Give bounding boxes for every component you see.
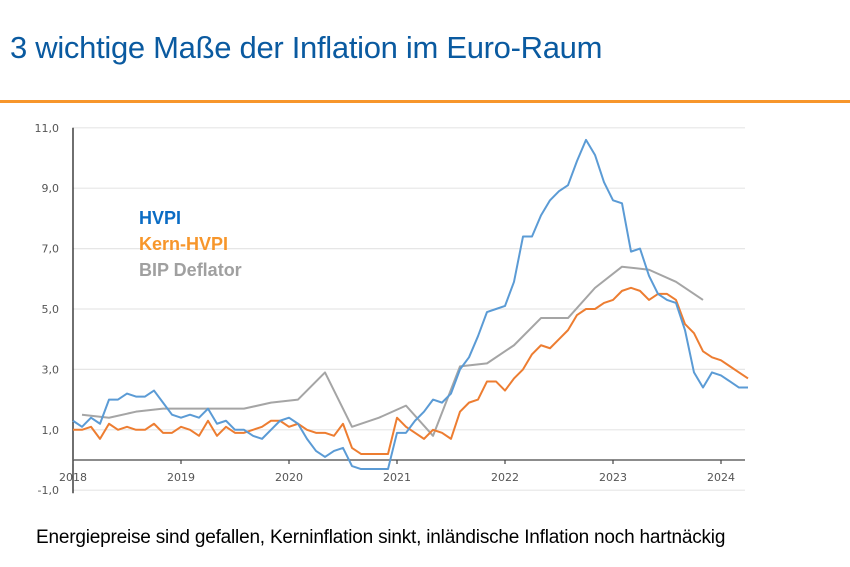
series-line-kern-hvpi [73,286,749,455]
series-line-hvpi [72,138,748,471]
x-tick-label: 2021 [383,471,411,484]
x-tick-label: 2024 [707,471,735,484]
x-tick-label: 2020 [275,471,303,484]
title-divider [0,100,850,103]
y-tick-label: -1,0 [38,484,59,497]
y-tick-label: 11,0 [35,122,60,135]
page-title: 3 wichtige Maße der Inflation im Euro-Ra… [10,30,603,65]
x-tick-label: 2019 [167,471,195,484]
legend-hvpi: HVPI [139,208,181,228]
y-tick-label: 5,0 [42,303,60,316]
x-axis: 2018 2019 2020 2021 2022 2023 2024 [59,459,745,484]
y-tick-label: 9,0 [42,182,60,195]
series-lines [72,138,749,471]
y-axis: 11,0 9,0 7,0 5,0 3,0 1,0 -1,0 [35,122,74,497]
legend-kern-hvpi: Kern-HVPI [139,234,228,254]
y-tick-label: 3,0 [42,363,60,376]
y-tick-label: 1,0 [42,424,60,437]
x-tick-label: 2018 [59,471,87,484]
y-tick-label: 7,0 [42,243,60,256]
series-line-bip-deflator [81,265,704,437]
x-tick-label: 2022 [491,471,519,484]
caption: Energiepreise sind gefallen, Kerninflati… [36,527,726,548]
legend-bip-deflator: BIP Deflator [139,260,242,280]
gridlines [73,127,745,491]
legend: HVPI Kern-HVPI BIP Deflator [139,208,242,280]
x-tick-label: 2023 [599,471,627,484]
